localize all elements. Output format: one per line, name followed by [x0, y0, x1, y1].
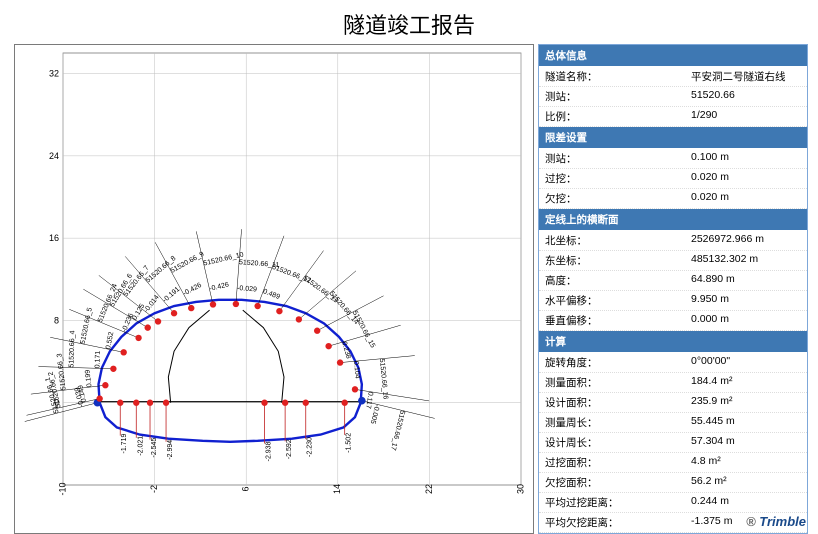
row-value: 55.445 m	[691, 415, 801, 430]
chart-panel: -10-2614223008162432-0.03951520.66_10.14…	[14, 44, 534, 534]
info-row: 测站：0.100 m	[539, 149, 807, 169]
row-key: 过挖：	[545, 171, 691, 186]
info-row: 比例：1/290	[539, 107, 807, 127]
info-row: 高度：64.890 m	[539, 271, 807, 291]
row-key: 欠挖面积：	[545, 475, 691, 490]
svg-text:51520.66_4: 51520.66_4	[68, 330, 76, 367]
row-key: 高度：	[545, 273, 691, 288]
svg-text:-0.029: -0.029	[237, 285, 257, 293]
row-value: 0.020 m	[691, 191, 801, 206]
row-key: 隧道名称：	[545, 69, 691, 84]
info-row: 垂直偏移：0.000 m	[539, 311, 807, 331]
svg-text:-2.230: -2.230	[307, 437, 314, 457]
tunnel-chart: -10-2614223008162432-0.03951520.66_10.14…	[15, 45, 533, 505]
svg-text:22: 22	[424, 484, 434, 494]
row-value: 9.950 m	[691, 293, 801, 308]
svg-text:0.171: 0.171	[94, 351, 102, 369]
row-key: 测站：	[545, 89, 691, 104]
row-key: 垂直偏移：	[545, 313, 691, 328]
svg-text:-10: -10	[57, 482, 67, 495]
svg-text:-2.994: -2.994	[167, 440, 174, 460]
row-value: 2526972.966 m	[691, 233, 801, 248]
content-wrap: -10-2614223008162432-0.03951520.66_10.14…	[0, 44, 818, 534]
row-key: 平均欠挖距离：	[545, 515, 691, 530]
row-value: 57.304 m	[691, 435, 801, 450]
svg-text:-1.502: -1.502	[346, 433, 353, 453]
svg-text:30: 30	[515, 484, 525, 494]
row-value: 0.100 m	[691, 151, 801, 166]
row-value: 485132.302 m	[691, 253, 801, 268]
row-key: 测量周长：	[545, 415, 691, 430]
section-header: 定线上的横断面	[539, 209, 807, 231]
row-key: 测量面积：	[545, 375, 691, 390]
info-row: 测量周长：55.445 m	[539, 413, 807, 433]
row-key: 平均过挖距离：	[545, 495, 691, 510]
row-value: 235.9 m²	[691, 395, 801, 410]
info-row: 旋转角度：0°00'00"	[539, 353, 807, 373]
row-key: 旋转角度：	[545, 355, 691, 370]
info-row: 北坐标：2526972.966 m	[539, 231, 807, 251]
info-row: 过挖：0.020 m	[539, 169, 807, 189]
info-row: 设计面积：235.9 m²	[539, 393, 807, 413]
svg-text:-2.592: -2.592	[286, 439, 293, 459]
svg-text:16: 16	[49, 233, 59, 243]
info-row: 测站：51520.66	[539, 87, 807, 107]
row-value: 0.000 m	[691, 313, 801, 328]
row-key: 欠挖：	[545, 191, 691, 206]
row-value: 64.890 m	[691, 273, 801, 288]
brand-name: Trimble	[759, 514, 806, 529]
row-value: 56.2 m²	[691, 475, 801, 490]
brand-mark: ®	[746, 514, 756, 529]
row-key: 东坐标：	[545, 253, 691, 268]
svg-text:14: 14	[332, 484, 342, 494]
svg-text:8: 8	[54, 315, 59, 325]
info-row: 欠挖：0.020 m	[539, 189, 807, 209]
info-row: 测量面积：184.4 m²	[539, 373, 807, 393]
section-header: 限差设置	[539, 127, 807, 149]
row-value: 184.4 m²	[691, 375, 801, 390]
info-row: 东坐标：485132.302 m	[539, 251, 807, 271]
row-key: 北坐标：	[545, 233, 691, 248]
row-key: 过挖面积：	[545, 455, 691, 470]
row-key: 设计周长：	[545, 435, 691, 450]
row-value: 51520.66	[691, 89, 801, 104]
row-key: 比例：	[545, 109, 691, 124]
svg-text:-2.021: -2.021	[137, 436, 144, 456]
row-key: 设计面积：	[545, 395, 691, 410]
info-row: 过挖面积：4.8 m²	[539, 453, 807, 473]
info-row: 平均过挖距离：0.244 m	[539, 493, 807, 513]
info-row: 隧道名称：平安洞二号隧道右线	[539, 67, 807, 87]
svg-text:6: 6	[241, 486, 251, 491]
section-header: 计算	[539, 331, 807, 353]
svg-text:-2.938: -2.938	[266, 441, 273, 461]
row-value: 1/290	[691, 109, 801, 124]
report-title: 隧道竣工报告	[0, 0, 818, 44]
info-row: 欠挖面积：56.2 m²	[539, 473, 807, 493]
info-row: 水平偏移：9.950 m	[539, 291, 807, 311]
info-row: 设计周长：57.304 m	[539, 433, 807, 453]
svg-text:-1.719: -1.719	[121, 434, 128, 454]
section-header: 总体信息	[539, 45, 807, 67]
row-value: 0.020 m	[691, 171, 801, 186]
svg-text:-2.545: -2.545	[151, 438, 158, 458]
row-value: 0°00'00"	[691, 355, 801, 370]
svg-text:24: 24	[49, 151, 59, 161]
row-value: 0.244 m	[691, 495, 801, 510]
row-key: 水平偏移：	[545, 293, 691, 308]
row-value: 4.8 m²	[691, 455, 801, 470]
row-key: 测站：	[545, 151, 691, 166]
brand-footer: ® Trimble	[746, 514, 806, 529]
info-panel: 总体信息隧道名称：平安洞二号隧道右线测站：51520.66比例：1/290限差设…	[538, 44, 808, 534]
svg-text:32: 32	[49, 69, 59, 79]
svg-text:-2: -2	[149, 485, 159, 493]
row-value: 平安洞二号隧道右线	[691, 69, 801, 84]
